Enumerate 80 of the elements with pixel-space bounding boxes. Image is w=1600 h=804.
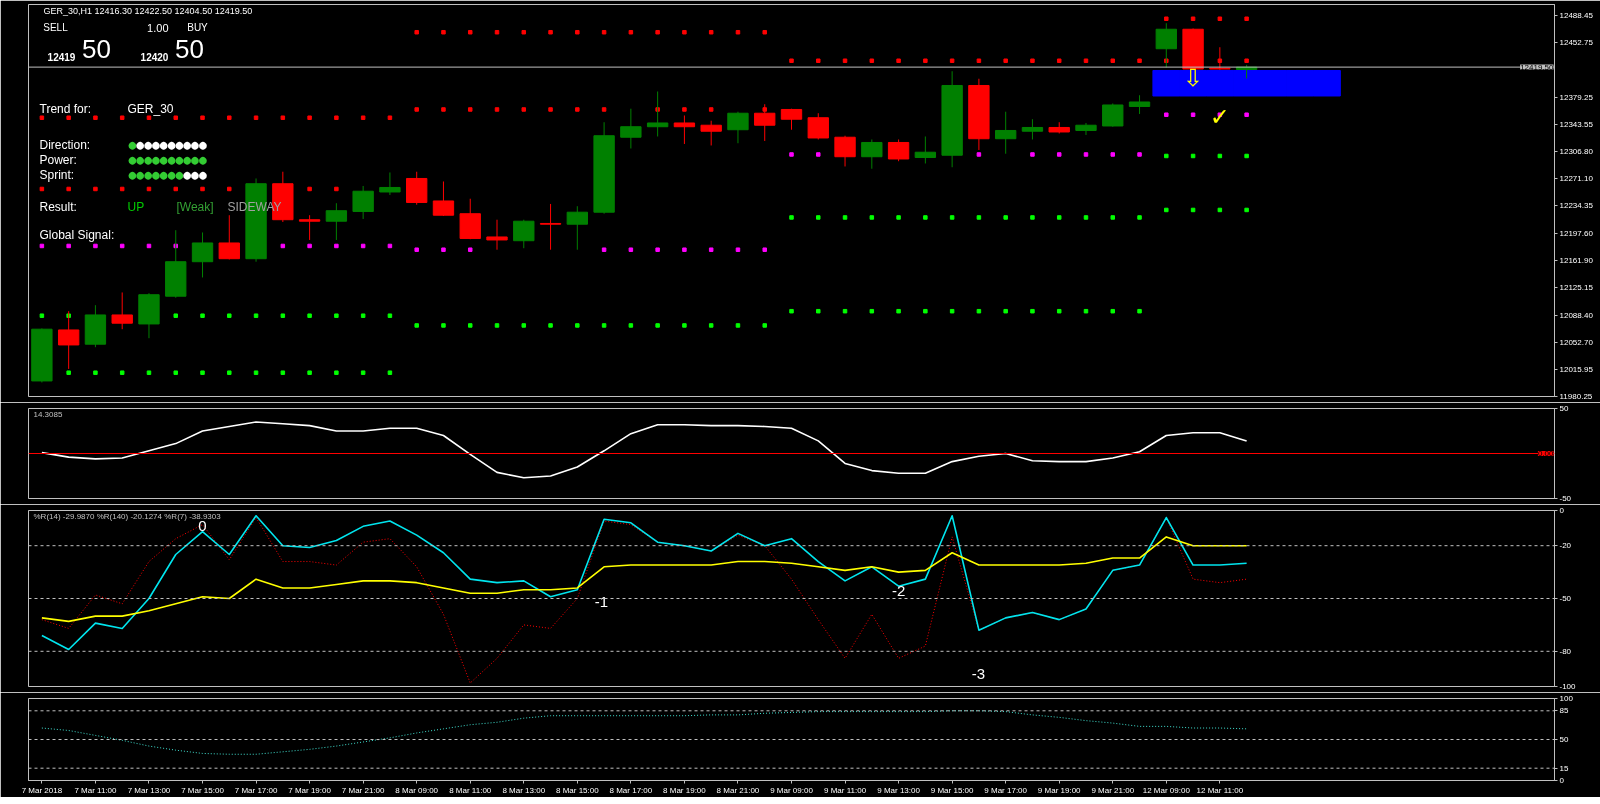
chart-title: %R(14) -29.9870 %R(140) -20.1274 %R(7) -38.9303 (33, 512, 222, 521)
y-tick-label: 12197.60 (1559, 229, 1594, 239)
y-tick-label: 15 (1559, 763, 1569, 773)
y-tick-label: 50 (1559, 735, 1569, 744)
annotation: ✓ (1209, 102, 1230, 131)
x-tick-label: 8 Mar 17:00 (609, 785, 653, 795)
annotation: BUY (187, 22, 209, 33)
y-tick-label: -80 (1559, 646, 1572, 656)
x-tick-label: 12 Mar 11:00 (1196, 785, 1244, 795)
y-tick-label: 12488.45 (1559, 10, 1594, 20)
x-tick-label: 8 Mar 21:00 (716, 785, 760, 795)
annotation: Trend for: (39, 101, 92, 116)
x-tick-label: 9 Mar 09:00 (770, 785, 814, 795)
chart-title: GER_30,H1 12416.30 12422.50 12404.50 12419.50 (43, 5, 253, 16)
x-tick-label: 9 Mar 17:00 (984, 785, 1028, 795)
x-tick-label: 9 Mar 11:00 (824, 785, 867, 795)
annotation: -1 (594, 593, 609, 610)
x-tick-label: 7 Mar 19:00 (288, 785, 332, 795)
y-tick-label: 100 (1559, 694, 1574, 703)
x-tick-label: 7 Mar 2018 (21, 785, 63, 795)
y-tick-label: 12379.25 (1559, 92, 1594, 102)
ref-line-label: 12419.50 (1520, 62, 1555, 72)
annotation: ●●●●●●● (128, 167, 184, 182)
x-tick-label: 7 Mar 13:00 (127, 785, 171, 795)
annotation: SIDEWAY (227, 199, 282, 214)
x-tick-label: 8 Mar 19:00 (663, 785, 707, 795)
annotation: -3 (971, 665, 986, 683)
y-tick-label: 12452.75 (1559, 37, 1594, 47)
annotation: 1.00 (147, 21, 169, 34)
y-tick-label: 12343.55 (1559, 119, 1594, 129)
y-tick-label: 50 (1559, 404, 1569, 413)
ref-line-label: 0.00 (1537, 449, 1555, 458)
y-tick-label: 12306.80 (1559, 147, 1594, 157)
x-tick-label: 7 Mar 15:00 (181, 785, 225, 795)
x-tick-label: 9 Mar 13:00 (877, 785, 921, 795)
annotation: [Weak] (176, 199, 214, 214)
annotation: ●●● (183, 167, 207, 182)
y-tick-label: 11980.25 (1559, 392, 1593, 401)
y-tick-label: 0 (1559, 776, 1565, 785)
y-tick-label: -50 (1559, 594, 1572, 603)
y-tick-label: -100 (1559, 682, 1577, 691)
y-tick-label: 12088.40 (1559, 310, 1594, 320)
y-tick-label: 12125.15 (1559, 283, 1594, 293)
y-tick-label: 12234.35 (1559, 201, 1594, 211)
y-tick-label: 12271.10 (1559, 173, 1594, 183)
annotation: GER_30 (127, 101, 174, 116)
annotation: Power: (39, 152, 77, 167)
x-tick-label: 8 Mar 11:00 (449, 785, 492, 795)
annotation: ● (128, 137, 137, 152)
annotation: 12419 (47, 51, 76, 63)
annotation: Direction: (39, 137, 91, 152)
annotation: Result: (39, 199, 77, 214)
y-tick-label: 12015.95 (1559, 365, 1594, 375)
y-tick-label: 12052.70 (1559, 337, 1594, 347)
annotation: ●●●●●●●●● (136, 137, 207, 152)
x-tick-label: 8 Mar 15:00 (555, 785, 600, 795)
annotation: 50 (175, 33, 204, 64)
x-tick-label: 9 Mar 19:00 (1037, 785, 1082, 795)
annotation: ●●●●●●●●●● (128, 152, 207, 167)
x-tick-label: 9 Mar 15:00 (930, 785, 975, 795)
y-tick-label: 85 (1559, 706, 1569, 716)
x-tick-label: 8 Mar 13:00 (502, 785, 546, 795)
y-tick-label: -20 (1559, 541, 1572, 551)
x-tick-label: 7 Mar 11:00 (74, 785, 118, 795)
annotation: SELL (43, 22, 69, 33)
annotation: 12420 (140, 51, 169, 63)
chart-title: 14.3085 (33, 410, 63, 419)
x-tick-label: 7 Mar 21:00 (341, 785, 386, 795)
x-tick-label: 9 Mar 21:00 (1091, 785, 1135, 795)
annotation: -2 (891, 582, 906, 600)
annotation: 50 (82, 33, 111, 64)
y-tick-label: -50 (1559, 494, 1572, 503)
annotation: UP (127, 199, 145, 214)
y-tick-label: 12161.90 (1559, 255, 1594, 265)
x-tick-label: 12 Mar 09:00 (1142, 785, 1191, 795)
y-tick-label: 0 (1559, 506, 1565, 515)
x-tick-label: 8 Mar 09:00 (395, 785, 439, 795)
annotation: Global Signal: (39, 227, 115, 242)
annotation: Sprint: (39, 167, 75, 182)
x-tick-label: 7 Mar 17:00 (234, 785, 278, 795)
